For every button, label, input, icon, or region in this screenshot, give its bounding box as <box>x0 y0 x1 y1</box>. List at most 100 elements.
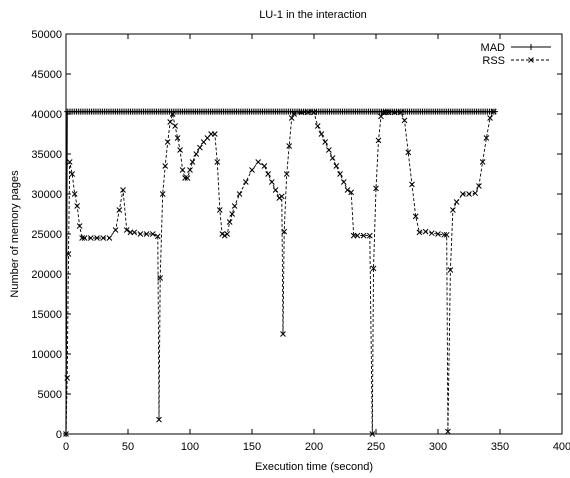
rss-point <box>322 139 329 145</box>
rss-point <box>216 207 223 213</box>
rss-point <box>162 163 169 169</box>
rss-point <box>219 231 226 237</box>
rss-point <box>261 163 268 169</box>
rss-point <box>149 231 156 237</box>
rss-point <box>154 233 161 240</box>
y-tick-label: 30000 <box>31 189 62 201</box>
rss-point <box>447 267 454 273</box>
rss-point <box>182 175 188 181</box>
rss-point <box>391 109 398 116</box>
rss-point <box>120 187 126 193</box>
rss-point <box>164 139 171 145</box>
rss-point <box>214 159 221 165</box>
rss-point <box>65 251 72 257</box>
rss-point <box>79 235 85 241</box>
x-tick-label: 350 <box>491 441 509 453</box>
rss-point <box>466 191 472 197</box>
rss-point <box>340 179 347 185</box>
plot-frame <box>65 33 563 435</box>
rss-point <box>422 228 429 235</box>
rss-point <box>479 159 486 165</box>
rss-point <box>236 191 243 197</box>
y-tick-label: 0 <box>56 429 62 441</box>
y-tick-label: 50000 <box>31 29 62 41</box>
rss-point <box>71 191 78 197</box>
rss-line <box>65 111 495 435</box>
rss-point <box>380 109 387 116</box>
rss-point <box>226 219 233 225</box>
rss-point <box>453 199 460 205</box>
rss-point <box>242 179 249 185</box>
rss-point <box>366 232 373 239</box>
rss-point <box>360 232 367 239</box>
rss-point <box>177 147 183 153</box>
rss-point <box>66 159 73 165</box>
rss-point <box>405 149 412 156</box>
rss-point <box>348 189 355 196</box>
rss-point <box>278 193 285 200</box>
rss-point <box>416 229 423 236</box>
rss-point <box>106 235 113 241</box>
legend-label-rss: RSS <box>482 55 505 67</box>
y-tick-label: 25000 <box>31 229 62 241</box>
x-tick-label: 0 <box>63 441 69 453</box>
rss-point <box>272 187 279 193</box>
rss-point <box>373 185 379 192</box>
rss-point <box>280 331 286 337</box>
rss-point <box>100 235 107 241</box>
rss-point <box>304 109 311 116</box>
y-tick-label: 5000 <box>38 389 62 401</box>
y-tick-label: 40000 <box>31 109 62 121</box>
legend-marker-mad <box>528 44 534 50</box>
rss-point <box>231 203 238 209</box>
rss-point <box>193 151 200 157</box>
mad-point <box>492 108 499 115</box>
rss-point <box>276 195 283 201</box>
rss-point <box>81 235 88 241</box>
mad-line <box>65 111 497 435</box>
y-tick-label: 15000 <box>31 309 62 321</box>
rss-point <box>441 231 448 238</box>
rss-point <box>412 213 419 220</box>
rss-point <box>344 187 351 193</box>
rss-point <box>268 179 275 185</box>
rss-point <box>385 109 392 116</box>
rss-point <box>169 111 176 117</box>
rss-point <box>137 231 144 237</box>
legend-label-mad: MAD <box>481 42 506 54</box>
rss-point <box>123 227 130 233</box>
rss-point <box>428 230 435 237</box>
rss-point <box>157 275 164 281</box>
rss-point <box>333 163 340 169</box>
x-tick-label: 150 <box>243 441 261 453</box>
rss-point <box>249 167 255 173</box>
y-axis-label: Number of memory pages <box>9 170 21 298</box>
rss-point <box>401 117 408 124</box>
rss-point <box>281 228 288 235</box>
rss-point <box>197 144 203 151</box>
rss-point <box>354 232 361 239</box>
rss-point <box>288 115 295 121</box>
rss-point <box>143 231 150 237</box>
rss-point <box>211 131 218 137</box>
rss-point <box>187 167 193 173</box>
chart-title: LU-1 in the interaction <box>259 9 367 21</box>
rss-point <box>167 119 174 125</box>
rss-point <box>450 207 456 213</box>
rss-point <box>74 203 81 209</box>
rss-point <box>483 135 490 141</box>
rss-point <box>131 229 138 236</box>
rss-point <box>184 175 191 181</box>
rss-point <box>174 135 181 141</box>
rss-point <box>94 235 100 241</box>
series-mad <box>63 108 499 437</box>
rss-point <box>76 223 83 229</box>
rss-point <box>229 211 236 217</box>
x-tick-label: 50 <box>122 441 134 453</box>
rss-point <box>298 109 305 116</box>
rss-point <box>69 171 76 177</box>
rss-point <box>221 232 228 239</box>
rss-point <box>459 191 466 197</box>
rss-point <box>472 190 479 197</box>
rss-point <box>383 109 389 116</box>
